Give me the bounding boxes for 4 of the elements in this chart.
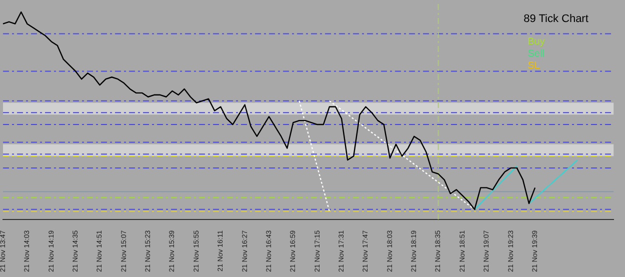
annotation: SL xyxy=(528,60,540,72)
annotation: Sell xyxy=(528,48,544,60)
annotation: Buy xyxy=(528,36,545,48)
annotation: 89 Tick Chart xyxy=(524,12,588,25)
